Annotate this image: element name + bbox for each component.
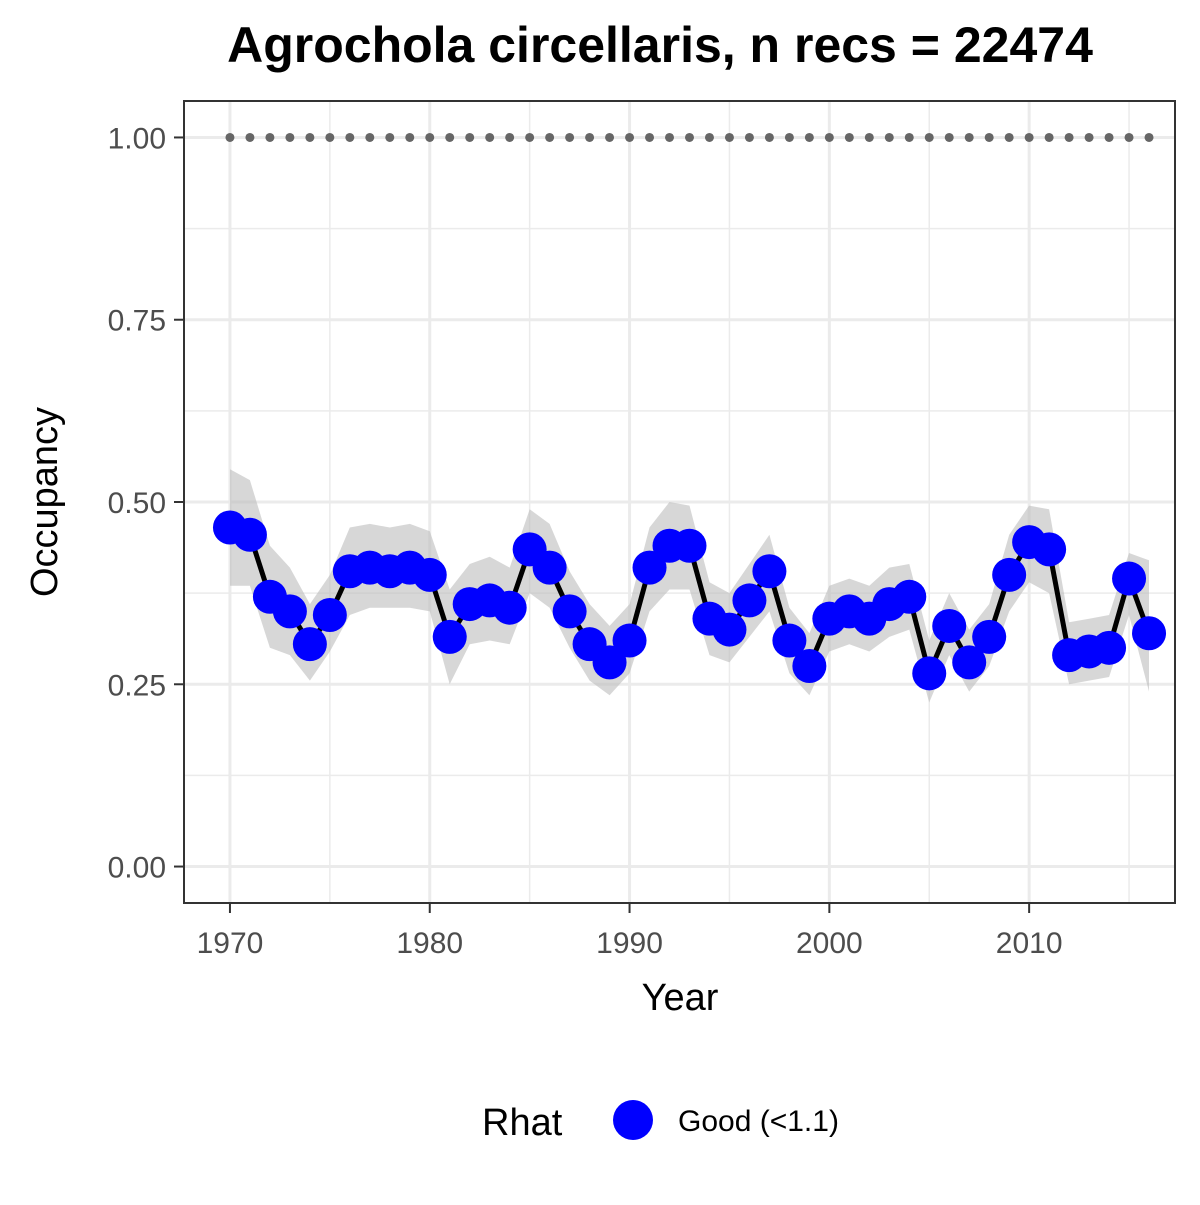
x-tick-label: 2010 bbox=[996, 927, 1063, 960]
reference-point bbox=[1044, 132, 1054, 142]
data-point bbox=[952, 645, 987, 680]
data-point bbox=[912, 656, 947, 691]
data-point bbox=[672, 528, 707, 563]
reference-point bbox=[884, 132, 894, 142]
reference-point bbox=[645, 132, 655, 142]
reference-point bbox=[365, 132, 375, 142]
data-point bbox=[232, 517, 267, 552]
reference-point bbox=[1124, 132, 1134, 142]
reference-point bbox=[545, 132, 555, 142]
data-point bbox=[1092, 630, 1127, 665]
reference-point bbox=[405, 132, 415, 142]
y-tick-label: 1.00 bbox=[108, 122, 166, 155]
y-tick-label: 0.75 bbox=[108, 305, 166, 338]
reference-point bbox=[585, 132, 595, 142]
data-point bbox=[932, 608, 967, 643]
reference-point bbox=[425, 132, 435, 142]
data-point bbox=[992, 557, 1027, 592]
data-point bbox=[1112, 561, 1147, 596]
legend-title: Rhat bbox=[482, 1102, 563, 1144]
x-tick-label: 1990 bbox=[596, 927, 663, 960]
y-tick-label: 0.00 bbox=[108, 852, 166, 885]
data-point bbox=[612, 623, 647, 658]
legend: Rhat Good (<1.1) bbox=[482, 1100, 839, 1144]
reference-point bbox=[1144, 132, 1154, 142]
data-point bbox=[312, 598, 347, 633]
y-axis-title: Occupancy bbox=[24, 407, 66, 597]
data-point bbox=[772, 623, 807, 658]
axes: 0.00 0.25 0.50 0.75 1.00 1970 1980 1990 2000 2010 bbox=[108, 122, 1063, 960]
y-tick-label: 0.25 bbox=[108, 669, 166, 702]
reference-point bbox=[505, 132, 515, 142]
x-axis-title: Year bbox=[642, 977, 719, 1019]
data-point bbox=[492, 590, 527, 625]
data-point bbox=[972, 619, 1007, 654]
reference-point bbox=[804, 132, 814, 142]
reference-points bbox=[225, 132, 1154, 142]
x-tick-label: 2000 bbox=[796, 927, 863, 960]
reference-point bbox=[984, 132, 994, 142]
reference-point bbox=[325, 132, 335, 142]
reference-point bbox=[1104, 132, 1114, 142]
reference-point bbox=[245, 132, 255, 142]
chart-title: Agrochola circellaris, n recs = 22474 bbox=[227, 17, 1093, 73]
reference-point bbox=[465, 132, 475, 142]
reference-point bbox=[605, 132, 615, 142]
reference-point bbox=[864, 132, 874, 142]
reference-point bbox=[285, 132, 295, 142]
reference-point bbox=[445, 132, 455, 142]
reference-point bbox=[824, 132, 834, 142]
data-point bbox=[892, 579, 927, 614]
data-point bbox=[792, 649, 827, 684]
reference-point bbox=[944, 132, 954, 142]
reference-point bbox=[1024, 132, 1034, 142]
reference-point bbox=[345, 132, 355, 142]
data-point bbox=[272, 594, 307, 629]
reference-point bbox=[704, 132, 714, 142]
occupancy-points bbox=[212, 510, 1167, 691]
data-point bbox=[1132, 616, 1167, 651]
data-point bbox=[432, 619, 467, 654]
data-point bbox=[712, 612, 747, 647]
grid-lines bbox=[184, 101, 1175, 903]
reference-point bbox=[525, 132, 535, 142]
data-point bbox=[632, 550, 667, 585]
reference-point bbox=[265, 132, 275, 142]
reference-point bbox=[1004, 132, 1014, 142]
reference-point bbox=[1064, 132, 1074, 142]
reference-point bbox=[225, 132, 235, 142]
reference-point bbox=[964, 132, 974, 142]
reference-point bbox=[724, 132, 734, 142]
reference-point bbox=[625, 132, 635, 142]
data-point bbox=[292, 627, 327, 662]
reference-point bbox=[784, 132, 794, 142]
reference-point bbox=[385, 132, 395, 142]
reference-point bbox=[744, 132, 754, 142]
reference-point bbox=[305, 132, 315, 142]
legend-label-good: Good (<1.1) bbox=[678, 1105, 839, 1138]
data-point bbox=[532, 550, 567, 585]
reference-point bbox=[904, 132, 914, 142]
reference-point bbox=[565, 132, 575, 142]
reference-point bbox=[844, 132, 854, 142]
data-point bbox=[1032, 532, 1067, 567]
reference-point bbox=[684, 132, 694, 142]
data-point bbox=[592, 645, 627, 680]
reference-point bbox=[764, 132, 774, 142]
reference-point bbox=[924, 132, 934, 142]
data-point bbox=[732, 583, 767, 618]
reference-point bbox=[1084, 132, 1094, 142]
x-tick-label: 1970 bbox=[197, 927, 264, 960]
reference-point bbox=[485, 132, 495, 142]
legend-key-good bbox=[613, 1100, 653, 1140]
x-tick-label: 1980 bbox=[396, 927, 463, 960]
y-tick-label: 0.50 bbox=[108, 487, 166, 520]
data-point bbox=[412, 557, 447, 592]
data-point bbox=[552, 594, 587, 629]
reference-point bbox=[665, 132, 675, 142]
data-point bbox=[752, 554, 787, 589]
